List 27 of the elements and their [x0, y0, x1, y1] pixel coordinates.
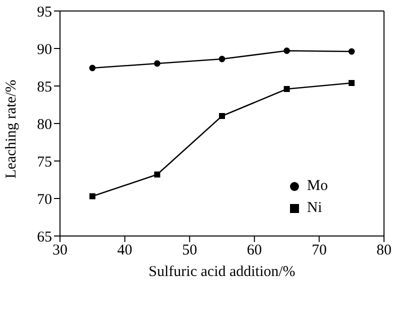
point	[154, 172, 160, 178]
x-tick-label: 70	[312, 242, 327, 259]
legend-label: Ni	[307, 200, 322, 216]
y-tick-label: 75	[37, 154, 52, 170]
legend-label: Mo	[307, 178, 328, 194]
y-tick-label: 85	[37, 79, 52, 96]
point	[348, 48, 355, 55]
y-tick-label: 65	[37, 229, 52, 246]
x-tick-label: 50	[182, 242, 198, 259]
y-axis-title: Leaching rate/%	[3, 80, 20, 178]
point	[284, 48, 290, 54]
y-tick-label: 80	[37, 116, 52, 133]
y-tick-label: 70	[37, 192, 52, 208]
x-tick-label: 40	[117, 242, 132, 259]
x-tick-label: 60	[246, 242, 262, 259]
x-tick-label: 80	[376, 242, 392, 259]
x-tick-label: 30	[52, 242, 68, 259]
point	[284, 86, 290, 92]
x-axis-title: Sulfuric acid addition/%	[148, 264, 296, 280]
point	[218, 56, 226, 62]
y-tick-label: 90	[37, 42, 52, 58]
point	[154, 60, 160, 67]
point	[219, 113, 225, 119]
y-tick-label: 95	[37, 4, 52, 20]
point	[89, 64, 96, 72]
point	[348, 80, 355, 86]
point	[89, 193, 96, 200]
